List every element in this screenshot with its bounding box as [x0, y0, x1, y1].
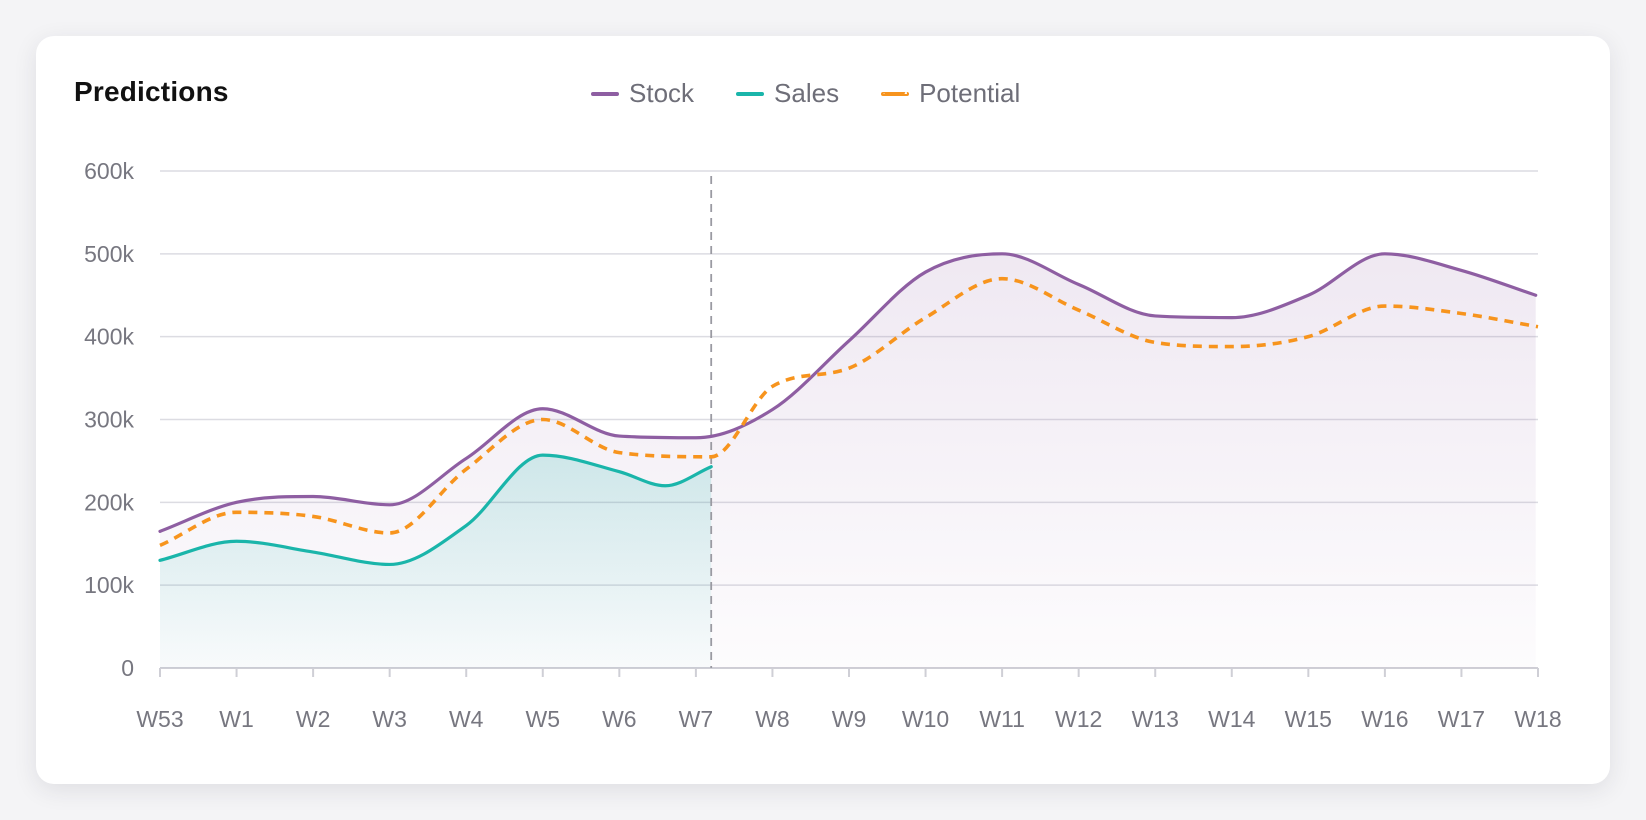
x-tick-label: W18: [1514, 706, 1561, 732]
x-tick-label: W14: [1208, 706, 1256, 732]
x-tick-label: W12: [1055, 706, 1102, 732]
x-tick-label: W13: [1132, 706, 1179, 732]
x-tick-label: W8: [755, 706, 790, 732]
y-tick-label: 0: [121, 655, 134, 681]
x-tick-label: W10: [902, 706, 949, 732]
y-tick-label: 300k: [84, 407, 134, 433]
y-tick-label: 500k: [84, 241, 134, 267]
x-tick-label: W16: [1361, 706, 1408, 732]
x-tick-label: W15: [1285, 706, 1332, 732]
y-tick-label: 600k: [84, 158, 134, 184]
x-tick-label: W5: [526, 706, 561, 732]
x-tick-label: W11: [979, 706, 1025, 732]
predictions-chart: 0 100k 200k 300k 400k 500k 600k W53 W1 W2 W3 W4 W5 W6…: [0, 0, 1646, 820]
x-tick-label: W3: [372, 706, 407, 732]
x-tick-label: W2: [296, 706, 331, 732]
x-tick-label: W53: [136, 706, 183, 732]
x-tick-label: W6: [602, 706, 637, 732]
x-tick-label: W1: [219, 706, 254, 732]
y-tick-label: 400k: [84, 324, 134, 350]
x-tick-label: W7: [679, 706, 714, 732]
x-tick-label: W4: [449, 706, 484, 732]
y-tick-label: 200k: [84, 489, 134, 515]
y-tick-label: 100k: [84, 572, 134, 598]
x-tick-label: W9: [832, 706, 867, 732]
x-tick-label: W17: [1438, 706, 1485, 732]
